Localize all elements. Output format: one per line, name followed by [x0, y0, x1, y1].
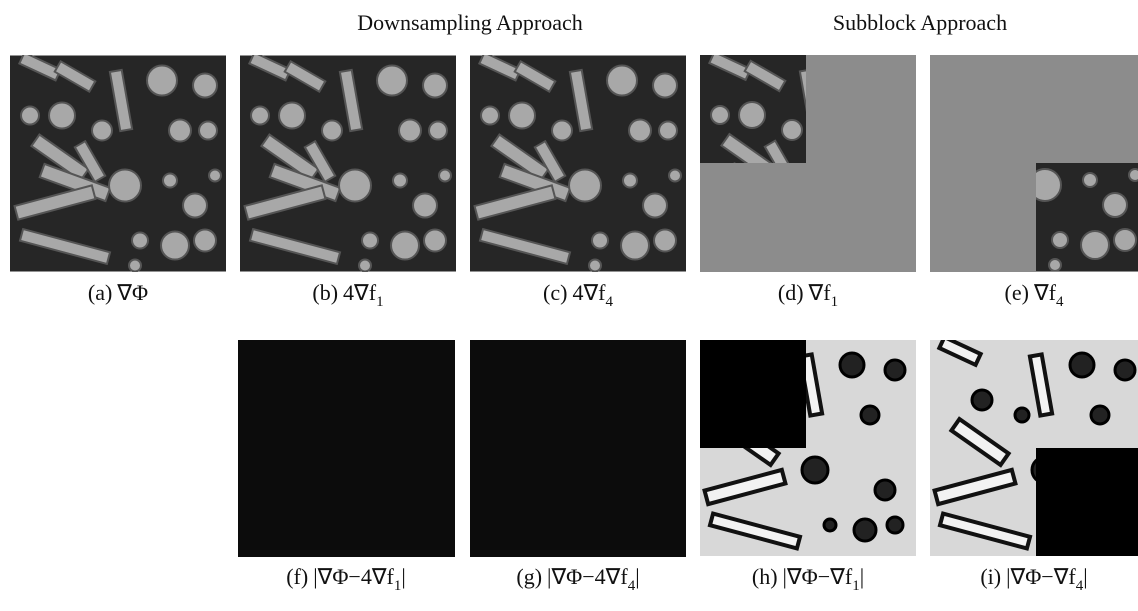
image-panel — [700, 52, 916, 272]
caption: (i)|∇Φ−∇f4| — [980, 564, 1087, 594]
page: Downsampling Approach Subblock Approach … — [0, 0, 1138, 606]
caption-label: (b) — [312, 280, 338, 305]
caption-label: (d) — [778, 280, 804, 305]
caption-tail: | — [401, 564, 405, 589]
caption-tail: | — [635, 564, 639, 589]
caption-subscript: 1 — [852, 578, 860, 594]
image-panel — [10, 53, 226, 272]
caption-tail: | — [860, 564, 864, 589]
caption-tail: | — [1083, 564, 1087, 589]
caption-expression: 4∇f — [343, 280, 377, 305]
caption-label: (h) — [752, 564, 778, 589]
caption-label: (g) — [516, 564, 542, 589]
heading: Downsampling Approach — [357, 10, 582, 35]
caption: (a)∇Φ — [88, 280, 148, 305]
caption-expression: |∇Φ−∇f — [783, 564, 853, 589]
caption: (h)|∇Φ−∇f1| — [752, 564, 864, 594]
image-panel — [700, 337, 916, 556]
heading: Subblock Approach — [833, 10, 1007, 35]
caption-subscript: 4 — [605, 294, 613, 310]
caption: (c)4∇f4 — [543, 280, 613, 310]
caption-label: (c) — [543, 280, 567, 305]
caption: (d)∇f1 — [778, 280, 838, 310]
caption-expression: |∇Φ−∇f — [1006, 564, 1076, 589]
caption-expression: 4∇f — [572, 280, 606, 305]
caption-expression: |∇Φ−4∇f — [313, 564, 394, 589]
caption-label: (a) — [88, 280, 112, 305]
image-panel — [238, 340, 455, 557]
caption-subscript: 4 — [1056, 294, 1064, 310]
image-panel — [470, 340, 686, 557]
caption: (g)|∇Φ−4∇f4| — [516, 564, 639, 594]
caption-label: (e) — [1005, 280, 1029, 305]
caption-expression: ∇Φ — [116, 280, 148, 305]
image-panel — [930, 337, 1138, 556]
caption: (f)|∇Φ−4∇f1| — [286, 564, 406, 594]
caption-expression: |∇Φ−4∇f — [547, 564, 628, 589]
image-panel — [240, 53, 456, 272]
caption-subscript: 1 — [831, 294, 839, 310]
caption-label: (i) — [980, 564, 1001, 589]
caption: (b)4∇f1 — [312, 280, 383, 310]
figure: Downsampling Approach Subblock Approach … — [0, 0, 1138, 606]
image-panel — [930, 52, 1138, 272]
caption: (e)∇f4 — [1005, 280, 1064, 310]
caption-subscript: 1 — [394, 578, 402, 594]
caption-label: (f) — [286, 564, 308, 589]
caption-subscript: 1 — [376, 294, 384, 310]
caption-expression: ∇f — [1033, 280, 1057, 305]
caption-expression: ∇f — [808, 280, 832, 305]
image-panel — [470, 53, 686, 272]
